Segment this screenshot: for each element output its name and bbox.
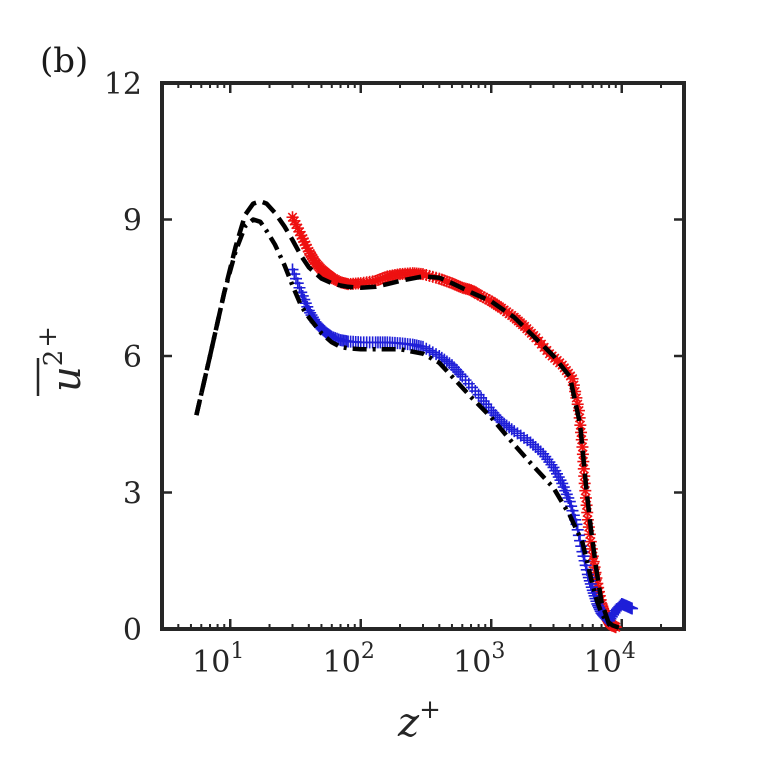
blue-plus-data-point xyxy=(554,474,567,487)
x-tick-label-exp: 4 xyxy=(622,639,636,664)
x-axis-label: z+ xyxy=(397,695,441,746)
blue-plus-data-point xyxy=(477,395,490,408)
series-layer xyxy=(194,199,639,634)
x-axis-label-sup: + xyxy=(419,695,441,725)
blue-plus-data-point xyxy=(454,368,467,381)
red-star-data xyxy=(286,211,622,634)
panel-label: (b) xyxy=(40,41,88,81)
blue-plus-data-point xyxy=(472,388,485,401)
y-tick-labels: 0 3 6 9 12 xyxy=(104,67,142,648)
y-tick-label: 0 xyxy=(123,613,142,648)
x-tick-label: 103 xyxy=(453,639,505,680)
x-tick-label-base: 10 xyxy=(192,645,230,680)
blue-plus-data-point xyxy=(552,471,565,484)
y-axis-label-sup2: 2 xyxy=(39,350,69,367)
y-tick-label: 6 xyxy=(123,340,142,375)
y-axis-label-sup: + xyxy=(33,326,63,348)
x-tick-label: 102 xyxy=(323,639,375,680)
y-axis-label-base: u xyxy=(44,366,90,392)
x-axis-label-base: z xyxy=(397,700,420,746)
blue-plus-data-point xyxy=(475,391,488,404)
x-tick-labels: 101 102 103 104 xyxy=(192,639,636,680)
blue-plus-data-point xyxy=(547,461,560,474)
x-tick-label-exp: 3 xyxy=(491,639,505,664)
y-tick-label: 12 xyxy=(104,67,142,102)
x-tick-label-exp: 1 xyxy=(230,639,244,664)
blue-plus-data-point xyxy=(585,581,598,594)
blue-plus-data-point xyxy=(550,467,563,480)
blue-plus-data-point xyxy=(549,464,562,477)
major-ticks xyxy=(162,81,684,631)
dash-dot-reference-line xyxy=(194,217,620,630)
x-tick-label-base: 10 xyxy=(323,645,361,680)
blue-plus-data-point xyxy=(480,398,493,411)
dashed-reference-line xyxy=(194,199,617,630)
x-tick-label: 104 xyxy=(584,639,636,680)
x-tick-label-exp: 2 xyxy=(361,639,375,664)
y-axis-label: u2 + xyxy=(33,326,90,396)
x-tick-label-base: 10 xyxy=(584,645,622,680)
y-tick-label: 9 xyxy=(123,204,142,239)
plot-area xyxy=(160,81,686,634)
x-tick-label: 101 xyxy=(192,639,244,680)
blue-plus-data-point xyxy=(626,602,639,615)
svg-text:u2+: u2 + xyxy=(33,326,90,392)
y-tick-label: 3 xyxy=(123,477,142,512)
x-tick-label-base: 10 xyxy=(453,645,491,680)
